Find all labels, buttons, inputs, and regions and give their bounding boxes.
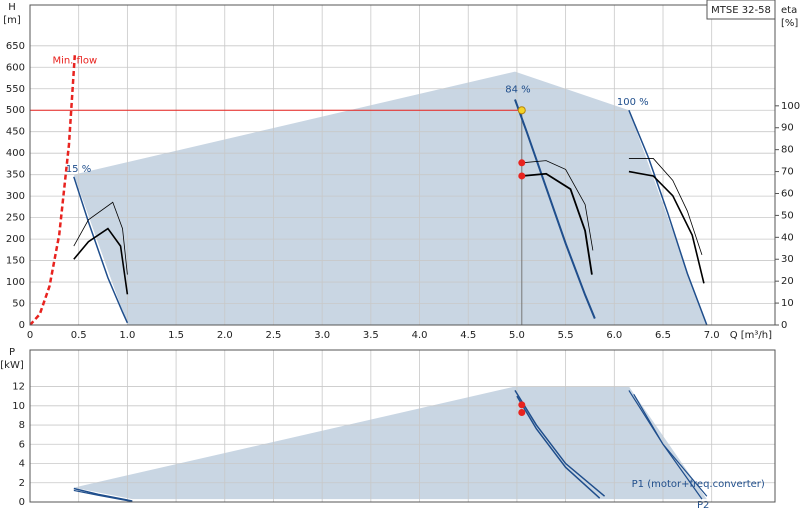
curve <box>516 395 601 499</box>
point-marker <box>518 172 526 180</box>
curve-label: 84 % <box>505 84 530 95</box>
curve <box>628 158 703 255</box>
y-tick-label: 8 <box>19 420 25 431</box>
y2-tick-label: 100 <box>781 101 800 112</box>
y2-tick-label: 50 <box>781 210 794 221</box>
x-tick-label: 2.0 <box>217 330 233 341</box>
y-tick-label: 550 <box>6 84 25 95</box>
point-marker <box>518 409 526 417</box>
curve <box>521 160 594 251</box>
x-tick-label: 1.5 <box>168 330 184 341</box>
y2-tick-label: 80 <box>781 145 794 156</box>
x-axis-label: Q [m³/h] <box>730 330 772 341</box>
x-tick-label: 3.5 <box>363 330 379 341</box>
y-tick-label: 350 <box>6 170 25 181</box>
x-tick-label: 6.0 <box>606 330 622 341</box>
y-tick-label: 450 <box>6 127 25 138</box>
curve-label: 15 % <box>66 164 91 175</box>
y-tick-label: 0 <box>19 320 25 331</box>
y-axis-label: H <box>8 2 16 13</box>
y-tick-label: 150 <box>6 256 25 267</box>
operating-area <box>73 386 707 500</box>
point-marker <box>518 159 526 167</box>
y-tick-label: 2 <box>19 478 25 489</box>
y-tick-label: 300 <box>6 191 25 202</box>
y-tick-label: 650 <box>6 41 25 52</box>
curve <box>30 55 77 325</box>
y2-tick-label: 10 <box>781 298 794 309</box>
y-tick-label: 200 <box>6 234 25 245</box>
curve <box>628 109 708 325</box>
title-box <box>706 0 776 20</box>
y-tick-label: 6 <box>19 439 25 450</box>
curve-label: P2 <box>697 500 709 511</box>
plot-frame <box>29 4 776 326</box>
chart-title: MTSE 32-58 <box>711 5 771 16</box>
y2-tick-label: 20 <box>781 276 794 287</box>
x-tick-label: 2.5 <box>266 330 282 341</box>
x-tick-label: 4.5 <box>460 330 476 341</box>
curve <box>73 227 129 295</box>
x-tick-label: 5.5 <box>558 330 574 341</box>
y2-tick-label: 40 <box>781 232 794 243</box>
y-axis-label: [m] <box>3 15 21 26</box>
x-tick-label: 5.0 <box>509 330 525 341</box>
operating-area <box>73 71 707 325</box>
curve <box>73 201 128 275</box>
y2-tick-label: 70 <box>781 167 794 178</box>
x-tick-label: 0 <box>27 330 33 341</box>
plot-layer <box>30 350 775 502</box>
y-tick-label: 400 <box>6 148 25 159</box>
y2-tick-label: 0 <box>781 320 787 331</box>
x-tick-label: 1.0 <box>119 330 135 341</box>
y-tick-label: 0 <box>19 497 25 508</box>
x-tick-label: 3.0 <box>314 330 330 341</box>
y-tick-label: 500 <box>6 105 25 116</box>
y2-tick-label: 90 <box>781 123 794 134</box>
curve-label: 100 % <box>617 97 649 108</box>
duty-point <box>517 106 526 115</box>
y-tick-label: 250 <box>6 213 25 224</box>
y-axis-label: P <box>9 347 15 358</box>
y2-tick-label: 30 <box>781 254 794 265</box>
x-tick-label: 6.5 <box>655 330 671 341</box>
curve <box>633 393 703 500</box>
y-tick-label: 100 <box>6 277 25 288</box>
curve <box>73 487 133 502</box>
curve <box>73 489 133 502</box>
y-tick-label: 600 <box>6 62 25 73</box>
point-marker <box>518 401 526 409</box>
plot-layer <box>30 5 775 325</box>
curve-label: Min. flow <box>52 55 97 66</box>
x-tick-label: 4.0 <box>412 330 428 341</box>
curve <box>521 172 593 275</box>
y-tick-label: 50 <box>12 299 25 310</box>
curve-label: P1 (motor+freq.converter) <box>632 479 765 490</box>
y-tick-label: 12 <box>12 382 25 393</box>
curve <box>73 176 129 324</box>
y2-axis-label: [%] <box>781 18 798 29</box>
y-tick-label: 4 <box>19 459 25 470</box>
curve <box>514 99 596 319</box>
y-axis-label: [kW] <box>0 360 24 371</box>
plot-frame <box>29 349 776 503</box>
y-tick-label: 10 <box>12 401 25 412</box>
curve <box>628 170 705 284</box>
x-tick-label: 7.0 <box>704 330 720 341</box>
curve <box>514 390 606 497</box>
y2-tick-label: 60 <box>781 188 794 199</box>
y2-axis-label: eta <box>781 5 797 16</box>
x-tick-label: 0.5 <box>71 330 87 341</box>
